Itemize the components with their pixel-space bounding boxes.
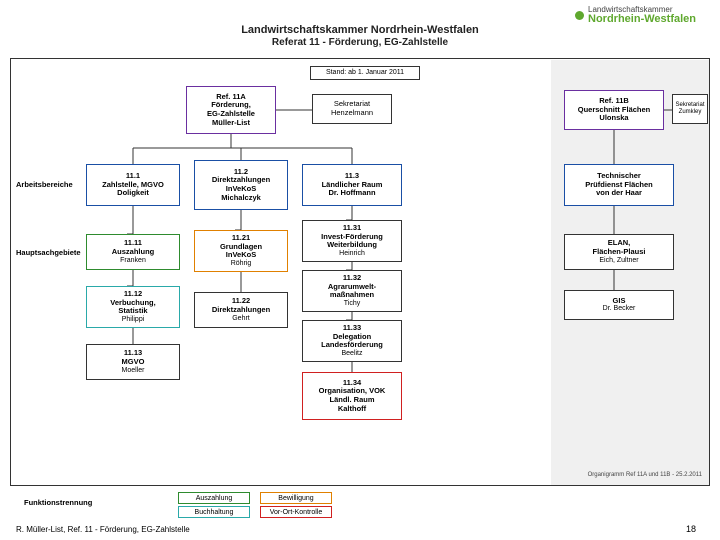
label-hauptsachgebiete: Hauptsachgebiete	[16, 248, 81, 257]
node-h1121-line3: Röhrig	[231, 260, 252, 268]
node-h1122: 11.22DirektzahlungenGehrt	[194, 292, 288, 328]
legend-auszahlung: Auszahlung	[178, 492, 250, 504]
node-hgis-line1: Dr. Becker	[603, 305, 636, 313]
page-title: Landwirtschaftskammer Nordrhein-Westfale…	[0, 24, 720, 48]
logo-text: Landwirtschaftskammer Nordrhein-Westfale…	[588, 6, 696, 25]
node-h1132: 11.32Agrarumwelt-maßnahmenTichy	[302, 270, 402, 312]
node-btpd-line2: von der Haar	[596, 189, 642, 198]
node-h1121-line2: InVeKoS	[226, 251, 256, 260]
node-sekret1: SekretariatHenzelmann	[312, 94, 392, 124]
stand-date: Stand: ab 1. Januar 2011	[310, 66, 420, 80]
node-h1122-line2: Gehrt	[232, 315, 250, 323]
node-h1133-line3: Beelitz	[341, 350, 362, 358]
organigramm-note: Organigramm Ref 11A und 11B - 25.2.2011	[588, 472, 702, 478]
node-hgis-line0: GIS	[613, 297, 626, 306]
node-ref11a: Ref. 11AFörderung,EG-ZahlstelleMüller-Li…	[186, 86, 276, 134]
legend-buchhaltung: Buchhaltung	[178, 506, 250, 518]
node-b111: 11.1Zahlstelle, MGVODoligkeit	[86, 164, 180, 206]
node-h1122-line1: Direktzahlungen	[212, 306, 270, 315]
node-ref11b: Ref. 11BQuerschnitt FlächenUlonska	[564, 90, 664, 130]
node-h1113: 11.13MGVOMoeller	[86, 344, 180, 380]
node-btpd: TechnischerPrüfdienst Flächenvon der Haa…	[564, 164, 674, 206]
node-h1112-line2: Statistik	[118, 307, 147, 316]
node-helan: ELAN,Flächen-PlausiEich, Zultner	[564, 234, 674, 270]
legend-label: Funktionstrennung	[24, 498, 92, 507]
node-helan-line1: Flächen-Plausi	[593, 248, 646, 257]
node-h1132-line2: maßnahmen	[330, 291, 374, 300]
node-h1111: 11.11AuszahlungFranken	[86, 234, 180, 270]
node-h1131: 11.31Invest-FörderungWeiterbildungHeinri…	[302, 220, 402, 262]
node-b112: 11.2DirektzahlungenInVeKoSMichalczyk	[194, 160, 288, 210]
node-sekret2-line1: Zumkley	[679, 109, 702, 116]
node-h1131-line2: Weiterbildung	[327, 241, 377, 250]
node-sekret2: SekretariatZumkley	[672, 94, 708, 124]
node-h1134-line3: Kalthoff	[338, 405, 366, 414]
node-h1121: 11.21GrundlagenInVeKoSRöhrig	[194, 230, 288, 272]
label-arbeitsbereiche: Arbeitsbereiche	[16, 180, 73, 189]
node-b111-line2: Doligkeit	[117, 189, 149, 198]
node-h1134: 11.34Organisation, VOKLändl. RaumKalthof…	[302, 372, 402, 420]
node-ref11b-line2: Ulonska	[599, 114, 628, 123]
node-b113: 11.3Ländlicher RaumDr. Hoffmann	[302, 164, 402, 206]
legend-vor-ort-kontrolle: Vor-Ort-Kontrolle	[260, 506, 332, 518]
node-h1111-line2: Franken	[120, 257, 146, 265]
node-h1113-line2: Moeller	[122, 367, 145, 375]
node-h1133: 11.33DelegationLandesförderungBeelitz	[302, 320, 402, 362]
legend-bewilligung: Bewilligung	[260, 492, 332, 504]
brand-logo: Landwirtschaftskammer Nordrhein-Westfale…	[575, 6, 696, 25]
node-h1111-line1: Auszahlung	[112, 248, 155, 257]
node-h1112: 11.12Verbuchung,StatistikPhilippi	[86, 286, 180, 328]
node-hgis: GISDr. Becker	[564, 290, 674, 320]
node-b112-line3: Michalczyk	[221, 194, 261, 203]
title-line2: Referat 11 - Förderung, EG-Zahlstelle	[0, 37, 720, 48]
node-ref11a-line3: Müller-List	[212, 119, 250, 128]
stand-date-text: Stand: ab 1. Januar 2011	[326, 69, 404, 77]
node-h1132-line3: Tichy	[344, 300, 360, 308]
node-h1113-line1: MGVO	[122, 358, 145, 367]
node-sekret1-line1: Henzelmann	[331, 109, 373, 118]
node-h1131-line3: Heinrich	[339, 250, 365, 258]
title-line1: Landwirtschaftskammer Nordrhein-Westfale…	[0, 24, 720, 36]
node-helan-line2: Eich, Zultner	[599, 257, 638, 265]
logo-dot-icon	[575, 11, 584, 20]
page-number: 18	[686, 524, 696, 534]
node-h1112-line3: Philippi	[122, 316, 145, 324]
node-b113-line2: Dr. Hoffmann	[328, 189, 375, 198]
footer-author: R. Müller-List, Ref. 11 - Förderung, EG-…	[16, 525, 190, 534]
node-sekret2-line0: Sekretariat	[676, 102, 705, 109]
node-h1133-line2: Landesförderung	[321, 341, 383, 350]
